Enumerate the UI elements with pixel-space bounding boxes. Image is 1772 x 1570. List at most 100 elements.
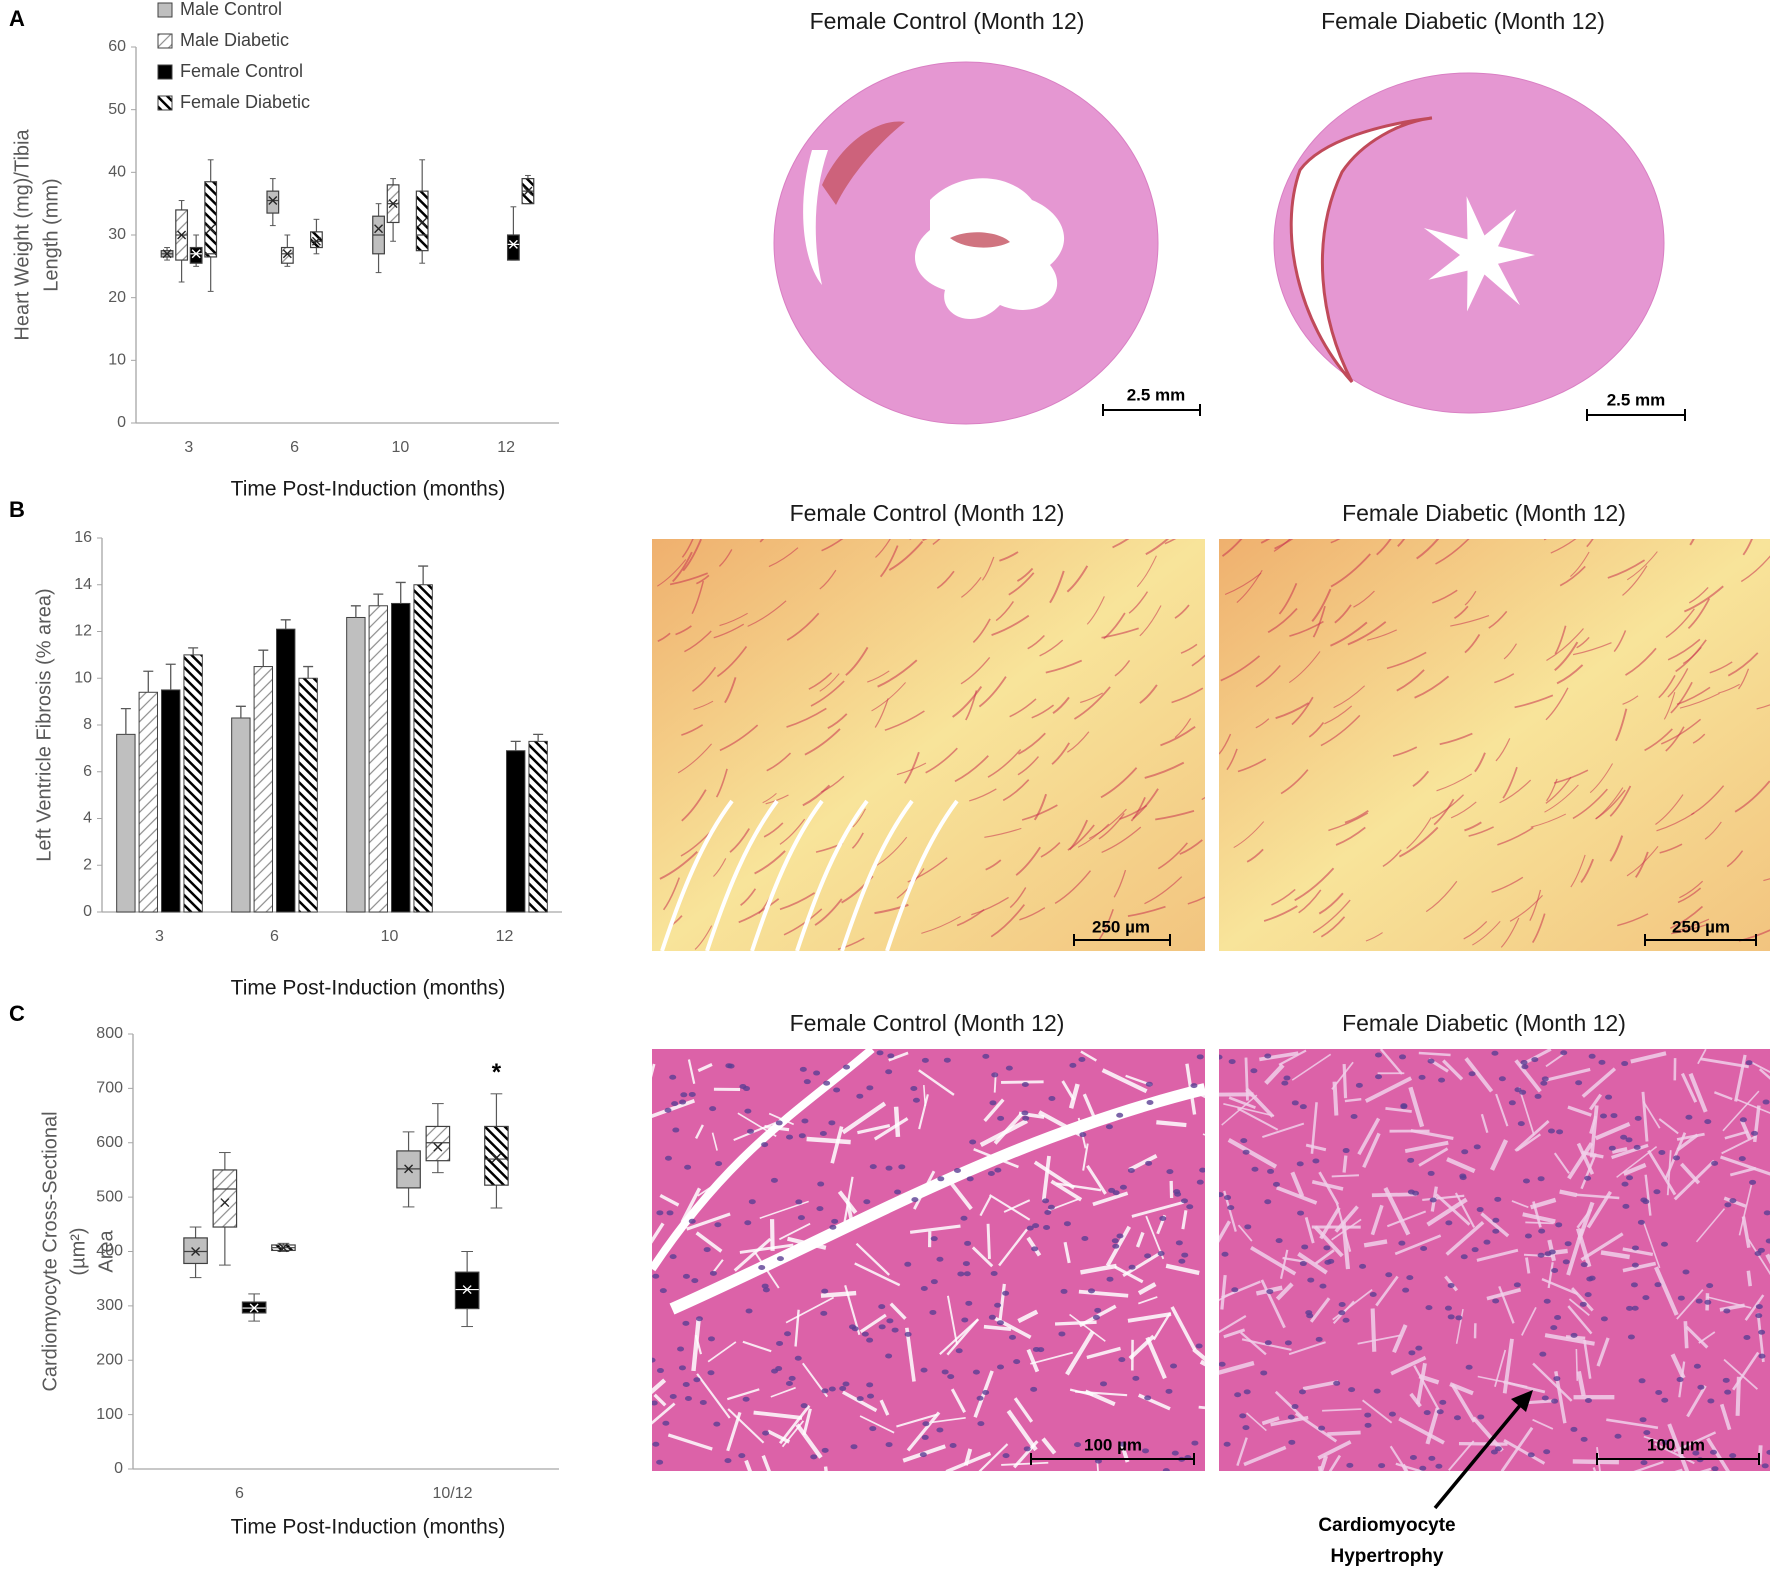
nucleus <box>1191 1440 1199 1446</box>
gap <box>1490 1139 1509 1171</box>
image-title: Female Diabetic (Month 12) <box>1342 500 1626 526</box>
nucleus <box>1588 1053 1596 1059</box>
fibre <box>1017 756 1040 776</box>
nucleus <box>1415 1345 1423 1351</box>
nucleus <box>1570 1332 1578 1338</box>
nucleus <box>1267 1168 1275 1174</box>
fibre <box>1330 553 1371 588</box>
nucleus <box>1447 1282 1455 1288</box>
mean-marker <box>220 1198 230 1208</box>
gap <box>1695 1208 1726 1243</box>
y-tick-label: 100 <box>96 1406 123 1423</box>
nucleus <box>1692 1450 1700 1456</box>
gap <box>978 1443 1009 1471</box>
gap <box>1127 1312 1172 1323</box>
y-tick-label: 400 <box>96 1243 123 1260</box>
nucleus <box>1323 1245 1331 1251</box>
fibre <box>1622 565 1648 596</box>
gap <box>1553 1152 1570 1174</box>
gap <box>854 1262 901 1287</box>
gap <box>653 1393 667 1407</box>
nucleus <box>1119 1184 1127 1190</box>
nucleus <box>828 1120 836 1126</box>
gap <box>1138 1296 1158 1305</box>
gap <box>1719 1403 1732 1431</box>
nucleus <box>1621 1061 1629 1067</box>
gap <box>896 1413 938 1428</box>
panel-label: A <box>9 6 25 31</box>
fibre <box>1179 839 1203 855</box>
y-tick-label: 8 <box>83 716 92 733</box>
nucleus <box>1755 1313 1763 1319</box>
y-axis-label: Cardiomyocyte Cross-Sectional <box>39 1111 61 1391</box>
gap <box>1448 1440 1475 1471</box>
gap <box>1455 1308 1464 1344</box>
gap <box>1592 1467 1597 1471</box>
nucleus <box>1638 1378 1646 1384</box>
nucleus <box>1318 1425 1326 1431</box>
nucleus <box>1251 1166 1259 1172</box>
fibre <box>1335 826 1366 846</box>
fibre <box>662 877 680 911</box>
fibre <box>1100 767 1138 799</box>
annotation-text: Hypertrophy <box>1331 1546 1444 1567</box>
gap <box>1426 1197 1468 1227</box>
fibre <box>954 755 989 783</box>
nucleus <box>656 1368 664 1374</box>
nucleus <box>1508 1100 1516 1106</box>
fibre <box>1495 738 1511 762</box>
gap <box>1342 1155 1348 1173</box>
fibre <box>1330 539 1341 544</box>
gap <box>659 1193 680 1207</box>
fibre <box>1431 794 1464 819</box>
nucleus <box>1026 1225 1034 1231</box>
nucleus <box>1346 1462 1354 1468</box>
fibre <box>1288 651 1321 684</box>
nucleus <box>1342 1317 1350 1323</box>
fibre <box>1136 555 1157 588</box>
x-tick-label: 6 <box>270 928 279 945</box>
fibre <box>990 904 1025 938</box>
y-tick-label: 12 <box>74 623 92 640</box>
gap <box>1082 1093 1097 1120</box>
nucleus <box>829 1224 837 1230</box>
gap <box>1056 1182 1102 1192</box>
gap <box>1680 1072 1698 1103</box>
fibre <box>659 851 698 880</box>
nucleus <box>1575 1080 1583 1086</box>
mean-marker <box>206 224 216 234</box>
nucleus <box>1283 1075 1291 1081</box>
nucleus <box>994 1167 1002 1173</box>
nucleus <box>1234 1392 1242 1398</box>
mean-marker <box>311 236 321 246</box>
nucleus <box>1654 1282 1662 1288</box>
box <box>280 246 294 264</box>
nucleus <box>821 1447 829 1453</box>
fibre <box>1015 846 1041 876</box>
legend-swatch <box>157 95 173 111</box>
gap <box>1137 1282 1157 1296</box>
nucleus <box>1242 1149 1250 1155</box>
nucleus <box>1159 1215 1167 1221</box>
nucleus <box>761 1283 769 1289</box>
nucleus <box>744 1108 752 1114</box>
box-group <box>521 174 535 205</box>
nucleus <box>1436 1409 1444 1415</box>
gap <box>830 1126 844 1164</box>
nucleus <box>997 1364 1004 1370</box>
gap <box>1647 1149 1677 1196</box>
fibre <box>1027 634 1045 650</box>
gap <box>712 1259 724 1273</box>
nucleus <box>1181 1252 1189 1258</box>
gap <box>1721 1135 1757 1155</box>
nucleus <box>1541 1076 1549 1082</box>
arrow-shaft <box>1433 1401 1524 1510</box>
scale-bar-label: 100 µm <box>1647 1435 1705 1454</box>
fibre <box>1040 841 1061 858</box>
nucleus <box>1556 1129 1564 1135</box>
nucleus <box>1402 1287 1410 1293</box>
fibre <box>1679 692 1720 709</box>
nucleus <box>920 1367 928 1373</box>
vessel <box>822 121 905 205</box>
mean-marker <box>462 1285 472 1295</box>
